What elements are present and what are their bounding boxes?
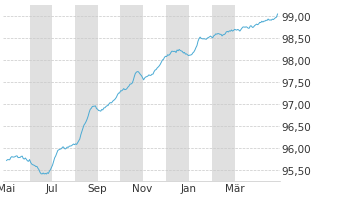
Bar <box>75 6 98 181</box>
Bar <box>166 6 189 181</box>
Bar <box>30 6 51 181</box>
Bar <box>120 6 143 181</box>
Bar <box>212 6 235 181</box>
